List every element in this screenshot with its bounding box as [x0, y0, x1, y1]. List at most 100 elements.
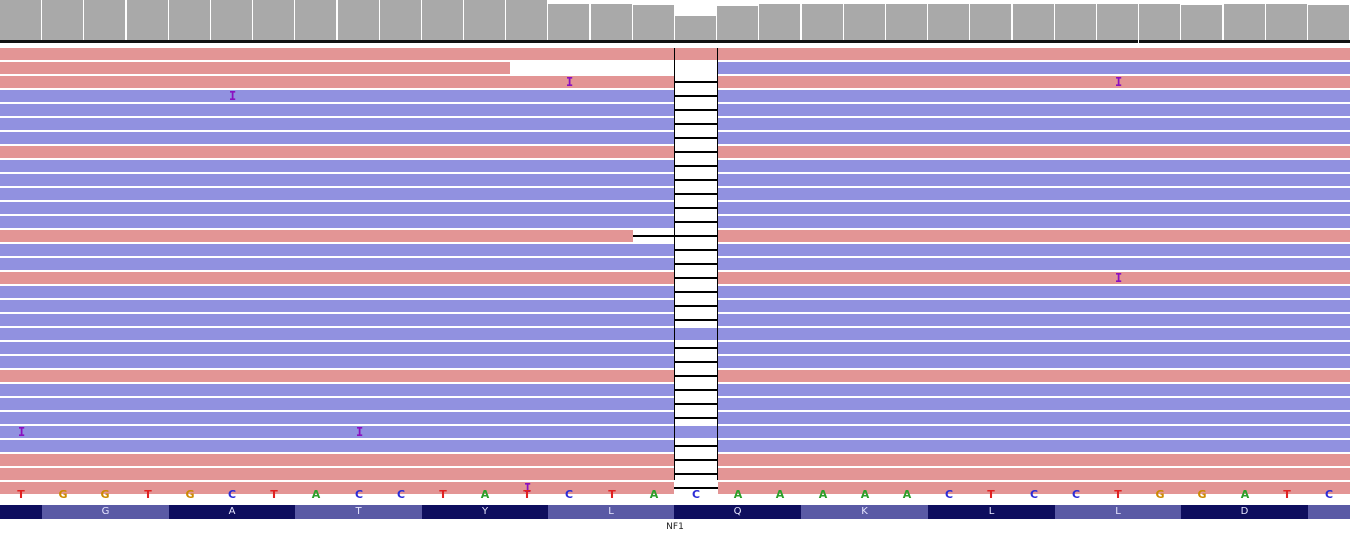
read-segment[interactable]	[718, 412, 1350, 424]
read-segment[interactable]	[0, 188, 674, 200]
coverage-bar	[295, 0, 337, 40]
read-segment[interactable]	[0, 104, 674, 116]
read-segment[interactable]	[0, 300, 674, 312]
read-segment[interactable]	[718, 48, 1350, 60]
reference-base: A	[311, 488, 321, 501]
read-segment[interactable]	[718, 174, 1350, 186]
coverage-bar	[928, 4, 970, 40]
read-segment[interactable]	[718, 146, 1350, 158]
read-segment-reverse[interactable]	[718, 62, 1350, 74]
reference-base: A	[480, 488, 490, 501]
coverage-track[interactable]	[0, 0, 1350, 40]
read-segment[interactable]	[718, 258, 1350, 270]
read-segment[interactable]	[0, 468, 674, 480]
read-segment[interactable]	[718, 244, 1350, 256]
deletion-line	[674, 81, 718, 83]
read-segment[interactable]	[718, 384, 1350, 396]
read-segment[interactable]	[674, 328, 718, 340]
read-segment[interactable]	[718, 482, 1350, 494]
read-segment[interactable]	[718, 398, 1350, 410]
read-segment[interactable]	[0, 118, 674, 130]
read-segment[interactable]	[718, 342, 1350, 354]
read-segment[interactable]	[0, 328, 674, 340]
read-segment[interactable]	[0, 160, 674, 172]
read-segment[interactable]	[0, 426, 674, 438]
coverage-bar	[1055, 4, 1097, 40]
insertion-marker[interactable]: I	[1115, 75, 1123, 89]
read-segment[interactable]	[0, 342, 674, 354]
read-segment[interactable]	[718, 426, 1350, 438]
read-segment[interactable]	[0, 356, 674, 368]
reference-base: C	[944, 488, 954, 501]
read-segment[interactable]	[0, 216, 674, 228]
read-segment[interactable]	[0, 314, 674, 326]
coverage-bar	[844, 4, 886, 40]
reference-base: C	[1071, 488, 1081, 501]
deletion-line	[674, 403, 718, 405]
read-segment[interactable]	[718, 440, 1350, 452]
read-soft-clip[interactable]	[510, 62, 715, 74]
read-segment[interactable]	[718, 468, 1350, 480]
read-segment[interactable]	[0, 202, 674, 214]
reference-base: A	[649, 488, 659, 501]
read-segment[interactable]	[718, 370, 1350, 382]
read-segment[interactable]	[718, 202, 1350, 214]
coverage-bar	[338, 0, 380, 40]
read-segment[interactable]	[718, 454, 1350, 466]
read-segment[interactable]	[718, 90, 1350, 102]
read-segment[interactable]	[0, 370, 674, 382]
coverage-bar	[1097, 4, 1139, 40]
read-segment[interactable]	[0, 412, 674, 424]
read-segment[interactable]	[0, 482, 674, 494]
read-segment[interactable]	[0, 244, 674, 256]
read-segment[interactable]	[718, 188, 1350, 200]
read-segment[interactable]	[718, 118, 1350, 130]
read-segment-forward[interactable]	[0, 62, 510, 74]
insertion-marker[interactable]: I	[356, 425, 364, 439]
read-segment[interactable]	[718, 272, 1350, 284]
read-segment[interactable]	[718, 328, 1350, 340]
read-segment[interactable]	[0, 384, 674, 396]
read-segment[interactable]	[0, 48, 674, 60]
amino-acid: L	[1055, 505, 1181, 519]
deletion-line	[674, 165, 718, 167]
deletion-line	[674, 137, 718, 139]
read-segment[interactable]	[0, 230, 633, 242]
read-segment[interactable]	[718, 132, 1350, 144]
read-segment[interactable]	[718, 314, 1350, 326]
read-segment[interactable]	[718, 230, 1350, 242]
read-segment[interactable]	[0, 132, 674, 144]
read-segment[interactable]	[0, 398, 674, 410]
read-segment[interactable]	[718, 356, 1350, 368]
insertion-marker[interactable]: I	[1115, 271, 1123, 285]
gene-name-label: NF1	[666, 522, 684, 532]
read-segment[interactable]	[674, 426, 718, 438]
insertion-marker[interactable]: I	[566, 75, 574, 89]
read-segment[interactable]	[718, 76, 1350, 88]
read-segment[interactable]	[0, 174, 674, 186]
read-segment[interactable]	[718, 286, 1350, 298]
read-segment[interactable]	[718, 160, 1350, 172]
read-segment[interactable]	[0, 146, 674, 158]
read-segment[interactable]	[0, 440, 674, 452]
read-segment[interactable]	[718, 216, 1350, 228]
reference-base: T	[1283, 488, 1291, 501]
insertion-marker[interactable]: I	[229, 89, 237, 103]
insertion-marker[interactable]: I	[524, 481, 532, 495]
read-segment[interactable]	[0, 454, 674, 466]
read-segment[interactable]	[0, 258, 674, 270]
coverage-bar	[506, 0, 548, 40]
read-segment[interactable]	[0, 76, 674, 88]
read-segment[interactable]	[718, 300, 1350, 312]
read-segment[interactable]	[674, 48, 718, 60]
read-segment[interactable]	[0, 286, 674, 298]
insertion-marker[interactable]: I	[18, 425, 26, 439]
read-segment[interactable]	[0, 272, 674, 284]
reference-base: A	[818, 488, 828, 501]
alignment-track[interactable]: I I I I I I I	[0, 48, 1350, 494]
read-segment[interactable]	[718, 104, 1350, 116]
coverage-bar	[0, 0, 42, 40]
read-segment[interactable]	[0, 90, 674, 102]
